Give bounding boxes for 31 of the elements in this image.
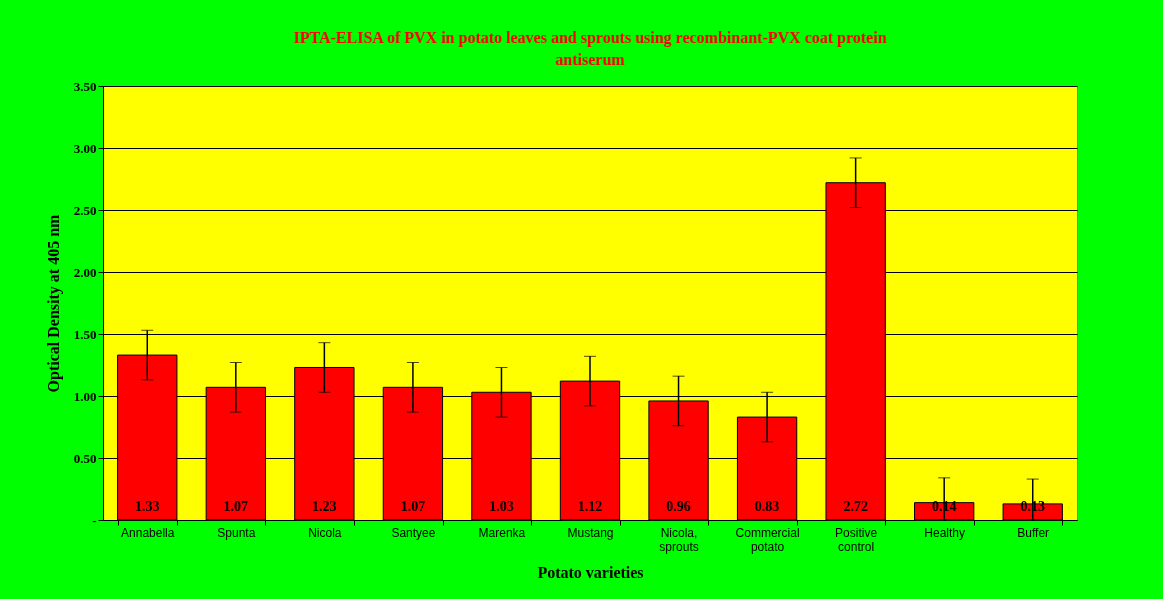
x-tick-label: Healthy (924, 525, 966, 540)
y-tick-label: 2.00 (73, 264, 97, 280)
y-tick-label: 1.50 (73, 326, 97, 342)
x-tick-label: Santyee (391, 525, 436, 540)
x-tick-label: Positive control (835, 525, 878, 554)
data-label: 1.07 (400, 499, 426, 514)
data-label: 1.12 (577, 499, 603, 514)
y-tick-label: - (92, 512, 97, 528)
x-tick-label: Nicola (308, 525, 342, 540)
data-label: 1.07 (223, 499, 249, 514)
x-tick-label: Marenka (478, 525, 526, 540)
x-tick-label: Buffer (1017, 525, 1050, 540)
y-axis-title: Optical Density at 405 nm (44, 213, 63, 393)
y-tick-label: 3.50 (73, 78, 97, 94)
x-axis-title: Potato varieties (537, 563, 644, 581)
data-label: 2.72 (843, 499, 868, 514)
x-tick-label: Annabella (121, 525, 175, 540)
data-label: 0.96 (666, 499, 691, 514)
x-tick-label: Mustang (567, 525, 614, 540)
y-tick-label: 0.50 (73, 450, 97, 466)
data-label: 1.23 (312, 499, 337, 514)
x-tick-label: Nicola, sprouts (659, 525, 699, 554)
x-tick-label: Commercial potato (735, 525, 800, 554)
data-label: 1.03 (489, 499, 514, 514)
y-tick-label: 2.50 (73, 202, 97, 218)
y-tick-label: 1.00 (73, 388, 97, 404)
data-label: 0.83 (754, 499, 780, 514)
x-tick-label: Spunta (217, 525, 256, 540)
chart-title: IPTA-ELISA of PVX in potato leaves and sprouts using recombinant-PVX coat protein antiserum (293, 29, 887, 68)
y-tick-label: 3.00 (73, 140, 97, 156)
data-label: 1.33 (135, 499, 160, 514)
